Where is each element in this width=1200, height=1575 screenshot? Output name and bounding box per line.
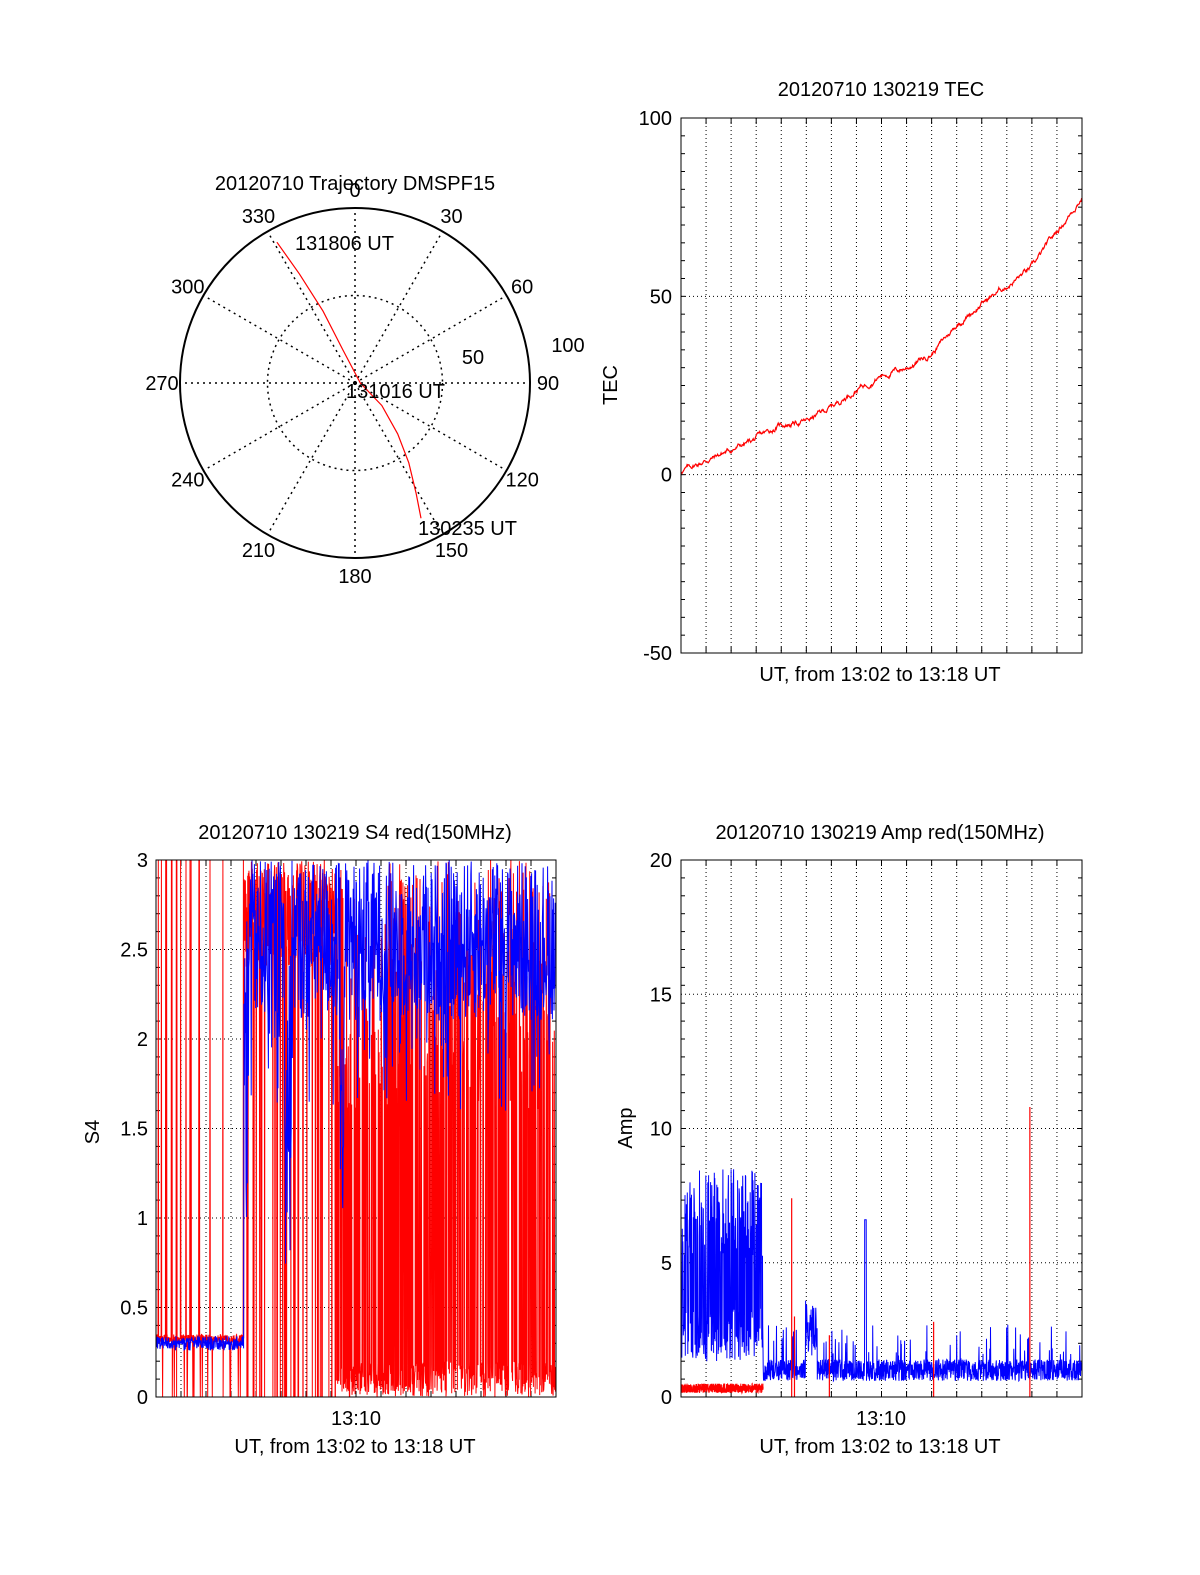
polar-angle-label: 300	[171, 277, 204, 299]
polar-angle-label: 270	[145, 373, 178, 395]
y-tick-label: 0	[661, 465, 672, 487]
s4-y-ticks: 0 0.5 1 1.5 2 2.5 3	[120, 850, 148, 1409]
s4-xlabel: UT, from 13:02 to 13:18 UT	[234, 1436, 475, 1458]
trajectory-line	[276, 241, 422, 519]
polar-radial-label-50: 50	[462, 347, 484, 369]
annotation-mid-time: 131016 UT	[346, 381, 445, 403]
polar-angle-label: 240	[171, 470, 204, 492]
s4-blue-series	[156, 860, 556, 1351]
amp-frame	[680, 859, 1083, 1398]
y-tick-label: 3	[137, 850, 148, 872]
s4-blue-line	[156, 860, 556, 1351]
s4-frame	[155, 859, 557, 1398]
amp-blue-series	[681, 1169, 1082, 1383]
polar-angle-labels: 0 30 60 90 120 150 180 210 240 270 300 330	[145, 180, 559, 588]
s4-chart: 20120710 130219 S4 red(150MHz) 0 0.5 1 1.5 2…	[82, 822, 557, 1458]
s4-ylabel: S4	[82, 1120, 104, 1144]
polar-angle-label: 150	[435, 540, 468, 562]
s4-title: 20120710 130219 S4 red(150MHz)	[198, 822, 512, 844]
s4-xtick-1310: 13:10	[331, 1408, 381, 1430]
polar-spoke	[354, 382, 507, 472]
tec-series-line	[681, 197, 1082, 475]
polar-spoke	[203, 382, 356, 472]
polar-angle-label: 90	[537, 373, 559, 395]
y-tick-label: 50	[650, 286, 672, 308]
tec-chart: 20120710 130219 TEC -50 0 50 100 TEC UT, fr…	[600, 79, 1083, 686]
amp-blue-line	[681, 1169, 1082, 1383]
tec-title: 20120710 130219 TEC	[778, 79, 984, 101]
amp-xtick-1310: 13:10	[856, 1408, 906, 1430]
y-tick-label: 10	[650, 1119, 672, 1141]
polar-spoke	[354, 382, 444, 535]
y-tick-label: 15	[650, 984, 672, 1006]
y-tick-label: 100	[639, 108, 672, 130]
amp-xlabel: UT, from 13:02 to 13:18 UT	[759, 1436, 1000, 1458]
polar-angle-label: 0	[349, 180, 360, 202]
polar-title: 20120710 Trajectory DMSPF15	[215, 173, 495, 195]
tec-ylabel: TEC	[600, 365, 622, 405]
polar-angle-label: 30	[440, 206, 462, 228]
s4-red-line	[156, 860, 556, 1397]
polar-spoke	[266, 231, 356, 384]
y-tick-label: 5	[661, 1253, 672, 1275]
amp-red-baseline	[681, 1382, 764, 1395]
amp-grid	[681, 859, 1082, 1398]
y-tick-label: -50	[643, 643, 672, 665]
polar-spoke	[266, 382, 356, 535]
tec-frame	[680, 117, 1083, 654]
annotation-end-time: 131806 UT	[295, 233, 394, 255]
annotation-start-time: 130235 UT	[418, 518, 517, 540]
polar-angle-label: 60	[511, 277, 533, 299]
s4-red-series	[156, 860, 556, 1397]
y-tick-label: 20	[650, 850, 672, 872]
y-tick-label: 0	[661, 1387, 672, 1409]
y-tick-label: 1.5	[120, 1119, 148, 1141]
polar-grid	[179, 207, 531, 559]
polar-angle-label: 180	[338, 566, 371, 588]
polar-angle-label: 330	[242, 206, 275, 228]
y-tick-label: 0.5	[120, 1298, 148, 1320]
tec-xlabel: UT, from 13:02 to 13:18 UT	[759, 664, 1000, 686]
tec-grid	[681, 117, 1082, 654]
y-tick-label: 2	[137, 1029, 148, 1051]
amp-ylabel: Amp	[615, 1107, 637, 1148]
polar-radial-label-100: 100	[551, 335, 584, 357]
tec-y-ticks: -50 0 50 100	[639, 108, 672, 665]
polar-spoke	[354, 294, 507, 384]
amp-red-series	[681, 1107, 1031, 1397]
amp-title: 20120710 130219 Amp red(150MHz)	[715, 822, 1044, 844]
polar-chart: 20120710 Trajectory DMSPF15 0 30 60 90 120 15…	[145, 173, 584, 588]
y-tick-label: 2.5	[120, 940, 148, 962]
polar-spoke	[203, 294, 356, 384]
polar-radial-labels: 50 100	[462, 335, 585, 369]
polar-spoke	[354, 231, 444, 384]
polar-ring-50	[266, 294, 444, 472]
y-tick-label: 0	[137, 1387, 148, 1409]
amp-y-ticks: 0 5 10 15 20	[650, 850, 672, 1409]
polar-angle-label: 210	[242, 540, 275, 562]
amp-chart: 20120710 130219 Amp red(150MHz) 0 5 10 15 20…	[615, 822, 1083, 1458]
y-tick-label: 1	[137, 1208, 148, 1230]
polar-angle-label: 120	[505, 470, 538, 492]
